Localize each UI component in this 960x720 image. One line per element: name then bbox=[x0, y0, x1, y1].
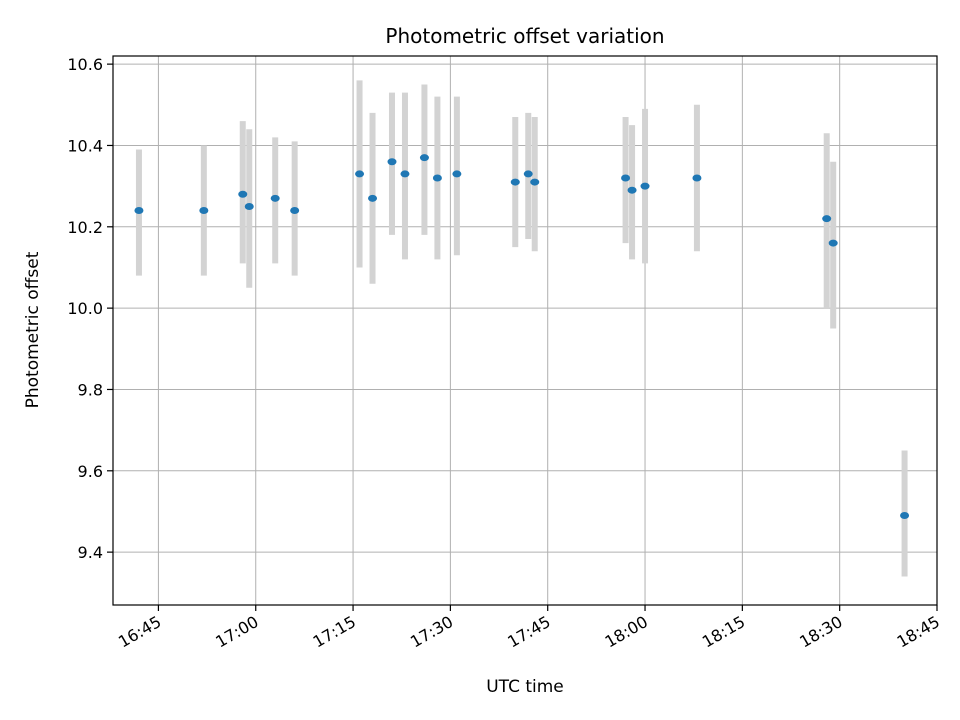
y-axis: 9.4 9.6 9.8 10.0 10.2 10.4 10.6 bbox=[67, 55, 113, 562]
y-tick-label: 9.4 bbox=[78, 543, 103, 562]
y-axis-title: Photometric offset bbox=[23, 251, 43, 408]
data-point bbox=[238, 190, 248, 198]
plot-frame bbox=[112, 55, 938, 606]
data-point bbox=[290, 207, 300, 215]
data-point bbox=[387, 158, 397, 166]
data-point bbox=[692, 174, 702, 182]
data-point bbox=[355, 170, 365, 178]
y-tick-label: 10.6 bbox=[67, 55, 103, 74]
y-tick-label: 9.8 bbox=[78, 380, 103, 399]
data-points bbox=[134, 154, 910, 520]
y-tick-label: 10.0 bbox=[67, 299, 103, 318]
y-tick-label: 10.2 bbox=[67, 218, 103, 237]
data-point bbox=[419, 154, 429, 162]
data-point bbox=[627, 186, 637, 194]
data-point bbox=[368, 194, 378, 202]
y-tick-label: 10.4 bbox=[67, 136, 103, 155]
x-axis-title: UTC time bbox=[486, 677, 564, 697]
data-point bbox=[400, 170, 410, 178]
data-point bbox=[432, 174, 442, 182]
data-point bbox=[621, 174, 631, 182]
data-point bbox=[244, 202, 254, 210]
data-point bbox=[640, 182, 650, 190]
data-point bbox=[822, 215, 832, 223]
data-point bbox=[530, 178, 540, 186]
data-point bbox=[510, 178, 520, 186]
data-point bbox=[828, 239, 838, 247]
data-point bbox=[523, 170, 533, 178]
chart-title: Photometric offset variation bbox=[385, 24, 664, 48]
data-point bbox=[134, 207, 144, 215]
data-point bbox=[452, 170, 462, 178]
y-tick-label: 9.6 bbox=[78, 462, 103, 481]
data-point bbox=[270, 194, 280, 202]
data-point bbox=[199, 207, 209, 215]
data-point bbox=[900, 512, 910, 520]
